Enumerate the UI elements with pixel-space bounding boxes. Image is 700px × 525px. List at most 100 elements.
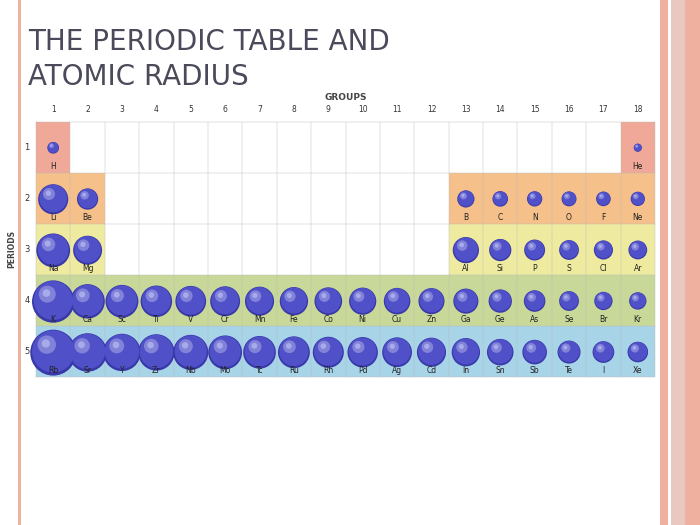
Circle shape — [529, 244, 533, 248]
Text: 6: 6 — [223, 106, 228, 114]
Circle shape — [111, 289, 124, 302]
Circle shape — [316, 288, 341, 313]
Circle shape — [418, 338, 445, 365]
Circle shape — [629, 292, 647, 310]
Circle shape — [32, 330, 74, 373]
Text: 14: 14 — [496, 106, 505, 114]
Circle shape — [321, 293, 326, 298]
Text: GROUPS: GROUPS — [324, 93, 367, 102]
Text: Ne: Ne — [633, 213, 643, 222]
Circle shape — [492, 292, 502, 302]
Circle shape — [598, 245, 602, 248]
Circle shape — [210, 286, 240, 316]
Circle shape — [600, 195, 603, 197]
Circle shape — [564, 193, 570, 200]
Circle shape — [459, 243, 464, 247]
Text: 2: 2 — [25, 194, 29, 203]
Text: 5: 5 — [25, 347, 29, 356]
Text: Ca: Ca — [83, 315, 92, 324]
Circle shape — [493, 191, 508, 207]
Circle shape — [560, 240, 578, 259]
Circle shape — [78, 239, 90, 251]
Text: V: V — [188, 315, 193, 324]
Circle shape — [79, 291, 85, 298]
Circle shape — [488, 339, 512, 364]
Circle shape — [564, 244, 568, 248]
Circle shape — [246, 287, 273, 314]
Circle shape — [34, 281, 73, 320]
Circle shape — [454, 289, 478, 313]
Text: Ru: Ru — [289, 366, 299, 375]
Circle shape — [78, 188, 97, 208]
Circle shape — [382, 338, 412, 367]
Circle shape — [598, 346, 602, 350]
Text: Ge: Ge — [495, 315, 505, 324]
Circle shape — [113, 342, 120, 348]
Circle shape — [139, 335, 173, 368]
Text: Cr: Cr — [221, 315, 230, 324]
Bar — [483, 224, 517, 275]
Circle shape — [39, 185, 67, 212]
Circle shape — [417, 338, 446, 367]
Circle shape — [453, 339, 479, 364]
Circle shape — [494, 344, 498, 349]
Circle shape — [138, 334, 174, 371]
Text: 16: 16 — [564, 106, 574, 114]
Circle shape — [495, 193, 501, 200]
Circle shape — [560, 291, 578, 310]
Circle shape — [489, 239, 511, 261]
Circle shape — [349, 288, 377, 315]
Text: In: In — [462, 366, 470, 375]
Text: Ga: Ga — [461, 315, 471, 324]
Text: 1: 1 — [25, 143, 29, 152]
Circle shape — [531, 194, 533, 197]
Circle shape — [50, 144, 52, 146]
Circle shape — [596, 192, 610, 205]
Circle shape — [525, 240, 545, 259]
Circle shape — [319, 291, 330, 302]
Circle shape — [528, 345, 533, 350]
Circle shape — [69, 333, 107, 372]
Circle shape — [182, 342, 188, 349]
Circle shape — [564, 345, 568, 350]
Circle shape — [286, 343, 292, 349]
Circle shape — [454, 237, 478, 261]
Circle shape — [526, 343, 536, 353]
Bar — [36, 122, 71, 173]
Circle shape — [141, 286, 172, 317]
Bar — [660, 0, 668, 525]
Text: As: As — [530, 315, 539, 324]
Circle shape — [352, 341, 365, 353]
Circle shape — [214, 340, 228, 353]
Text: 4: 4 — [154, 106, 159, 114]
Circle shape — [349, 338, 377, 365]
Circle shape — [559, 240, 579, 260]
Circle shape — [80, 242, 85, 247]
Circle shape — [629, 240, 648, 259]
Circle shape — [38, 184, 68, 214]
Circle shape — [32, 280, 74, 323]
Bar — [36, 326, 655, 377]
Text: Na: Na — [48, 264, 58, 273]
Circle shape — [522, 340, 547, 364]
Circle shape — [48, 142, 59, 153]
Circle shape — [597, 294, 605, 301]
Circle shape — [71, 285, 104, 317]
Circle shape — [178, 339, 193, 353]
Text: Sb: Sb — [530, 366, 540, 375]
Circle shape — [211, 287, 239, 314]
Circle shape — [457, 191, 475, 207]
Circle shape — [74, 338, 90, 353]
Text: THE PERIODIC TABLE AND: THE PERIODIC TABLE AND — [28, 28, 390, 56]
Circle shape — [49, 143, 54, 148]
Circle shape — [561, 192, 577, 206]
Circle shape — [460, 193, 467, 200]
Circle shape — [594, 240, 613, 259]
Text: K: K — [50, 315, 56, 324]
Text: 1: 1 — [51, 106, 55, 114]
Circle shape — [634, 296, 636, 299]
Circle shape — [487, 339, 514, 365]
Circle shape — [594, 240, 612, 258]
Circle shape — [594, 292, 612, 310]
Circle shape — [387, 341, 399, 353]
